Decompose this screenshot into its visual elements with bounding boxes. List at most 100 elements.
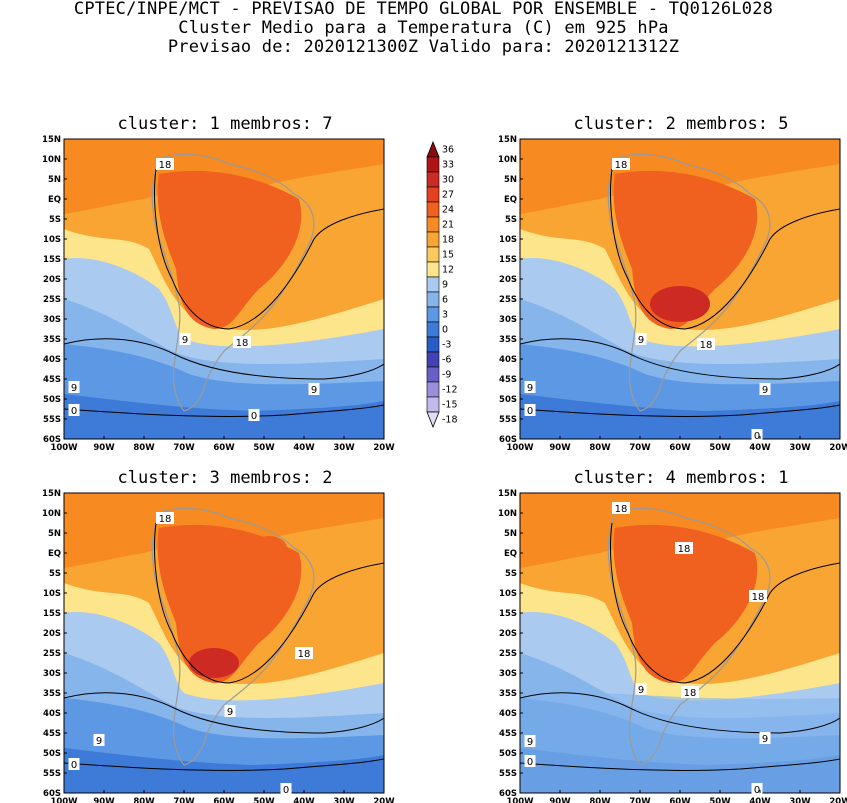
colorbar-swatch <box>426 186 440 203</box>
lon-tick-label: 30W <box>789 797 811 803</box>
contour-label: 18 <box>681 686 699 699</box>
contour-label-text: 0 <box>527 757 533 768</box>
contour-label-text: 0 <box>754 431 760 442</box>
lon-tick-label: 50W <box>709 443 731 453</box>
contour-label-text: 0 <box>754 785 760 796</box>
contour-label: 18 <box>697 338 715 351</box>
contour-label: 0 <box>524 755 536 768</box>
lat-tick-label: 15N <box>42 135 61 145</box>
lon-tick-label: 100W <box>50 443 78 453</box>
lat-tick-label: 5S <box>49 569 61 579</box>
lat-tick-label: 30S <box>43 315 61 325</box>
contour-label: 9 <box>224 705 236 718</box>
lat-tick-label: 10S <box>499 589 517 599</box>
contour-label: 18 <box>156 158 174 171</box>
contour-label: 18 <box>612 158 630 171</box>
colorbar-swatch <box>426 336 440 353</box>
contour-label: 9 <box>524 735 536 748</box>
lon-tick-label: 20W <box>373 443 395 453</box>
lat-tick-label: 50S <box>499 749 517 759</box>
figure-header: CPTEC/INPE/MCT - PREVISAO DE TEMPO GLOBA… <box>0 0 847 57</box>
contour-label: 18 <box>612 502 630 515</box>
colorbar-label: 18 <box>442 235 454 246</box>
colorbar-label: 24 <box>442 205 454 216</box>
lat-tick-label: 55S <box>499 415 517 425</box>
lon-tick-label: 20W <box>829 443 847 453</box>
lat-tick-label: 35S <box>43 689 61 699</box>
contour-label-text: 9 <box>527 737 533 748</box>
lon-tick-label: 50W <box>253 797 275 803</box>
colorbar-swatch <box>426 261 440 278</box>
lon-tick-label: 80W <box>589 443 611 453</box>
colorbar-swatch <box>426 276 440 293</box>
lat-tick-label: 15S <box>499 609 517 619</box>
contour-label: 9 <box>93 734 105 747</box>
lon-tick-label: 50W <box>709 797 731 803</box>
lon-tick-label: 70W <box>173 443 195 453</box>
continent-outline <box>151 507 315 766</box>
contour-label: 0 <box>751 783 763 796</box>
map-panel-2: 18 9 18 9 9 0 0 15N 10N 5N EQ 5S 10S 15S 20S 25S 30S 35S 4… <box>498 135 847 453</box>
lat-tick-label: 50S <box>43 395 61 405</box>
contour-label-text: 0 <box>71 760 77 771</box>
lat-tick-label: 20S <box>43 275 61 285</box>
continent-outline <box>607 153 771 412</box>
continent-outline <box>151 153 315 412</box>
contour-label: 18 <box>295 647 313 660</box>
lat-tick-label: 10N <box>498 509 517 519</box>
lat-tick-label: 5S <box>505 215 517 225</box>
lat-tick-label: 10S <box>43 235 61 245</box>
contour-label-text: 18 <box>678 544 691 555</box>
lon-tick-label: 40W <box>749 443 771 453</box>
contour-label: 0 <box>68 404 80 417</box>
lon-tick-label: 70W <box>629 443 651 453</box>
lat-tick-label: 10N <box>42 155 61 165</box>
lat-tick-label: 30S <box>43 669 61 679</box>
lon-tick-label: 30W <box>789 443 811 453</box>
contour-label-text: 0 <box>251 411 257 422</box>
contour-label: 9 <box>179 333 191 346</box>
contour-label-text: 9 <box>311 385 317 396</box>
lat-tick-label: 20S <box>499 629 517 639</box>
lat-tick-label: EQ <box>504 195 517 205</box>
contour-label: 0 <box>248 409 260 422</box>
warm-core <box>189 648 239 678</box>
panel-title-3: cluster: 3 membros: 2 <box>117 468 333 488</box>
contour-label: 18 <box>675 542 693 555</box>
lon-tick-label: 90W <box>549 797 571 803</box>
lat-tick-label: 30S <box>499 669 517 679</box>
warm-patch <box>251 536 287 560</box>
lat-tick-label: 20S <box>43 629 61 639</box>
contour-9 <box>520 692 840 734</box>
lat-tick-label: 15N <box>498 489 517 499</box>
contour-label-text: 18 <box>615 160 628 171</box>
contour-label-text: 0 <box>527 406 533 417</box>
contour-label-text: 18 <box>615 504 628 515</box>
contour-label-text: 18 <box>752 592 765 603</box>
lon-tick-label: 70W <box>173 797 195 803</box>
lon-tick-label: 30W <box>333 443 355 453</box>
lat-tick-label: 55S <box>43 415 61 425</box>
lon-tick-label: 80W <box>589 797 611 803</box>
lat-tick-label: EQ <box>48 195 61 205</box>
contour-label: 9 <box>635 683 647 696</box>
colorbar-bottom-arrow <box>426 411 440 429</box>
cool-band <box>520 691 840 793</box>
colorbar-swatch <box>426 171 440 188</box>
lat-tick-label: 60S <box>43 789 61 799</box>
lat-tick-label: 20S <box>499 275 517 285</box>
contour-label-text: 9 <box>227 707 233 718</box>
colorbar-label: 3 <box>442 310 448 321</box>
colorbar-swatch <box>426 246 440 263</box>
contour-label-text: 18 <box>159 514 172 525</box>
lon-tick-label: 50W <box>253 443 275 453</box>
lat-tick-label: 55S <box>43 769 61 779</box>
contour-label: 9 <box>68 381 80 394</box>
lon-tick-label: 20W <box>829 797 847 803</box>
contour-label: 18 <box>749 590 767 603</box>
lat-tick-label: 10S <box>499 235 517 245</box>
lon-tick-label: 40W <box>293 443 315 453</box>
lat-tick-label: 25S <box>499 649 517 659</box>
lon-tick-label: 60W <box>213 443 235 453</box>
